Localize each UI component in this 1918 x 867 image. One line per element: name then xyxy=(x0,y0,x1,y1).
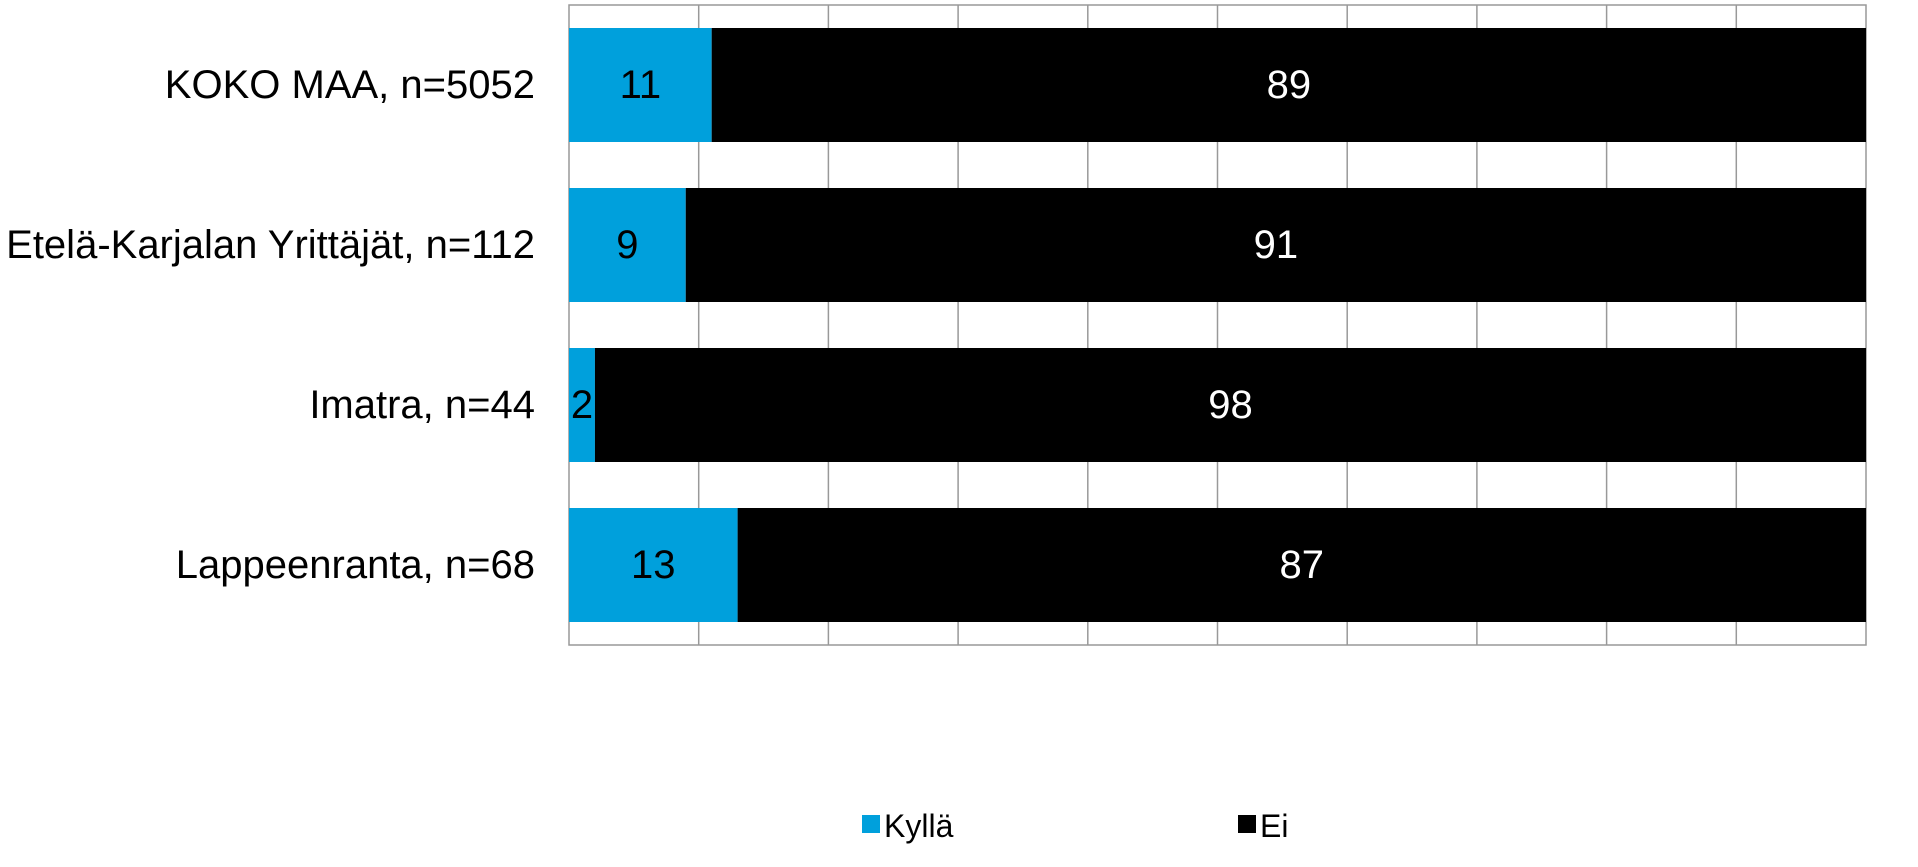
chart-legend: Kyllä Ei xyxy=(862,808,1288,844)
bar-segment-kylla xyxy=(569,188,686,302)
category-label: Etelä-Karjalan Yrittäjät, n=112 xyxy=(6,223,535,267)
data-labels: 11 89 9 91 2 98 13 87 xyxy=(571,63,1324,587)
data-label: 13 xyxy=(631,543,676,587)
bar-segment-ei xyxy=(737,508,1866,622)
data-label: 89 xyxy=(1267,63,1312,107)
data-label: 91 xyxy=(1254,223,1299,267)
data-label: 9 xyxy=(616,223,638,267)
bar-segment-kylla xyxy=(569,508,738,622)
data-label: 2 xyxy=(571,383,593,427)
data-label: 98 xyxy=(1208,383,1253,427)
bar-segment-ei xyxy=(685,188,1866,302)
bar-segment-ei xyxy=(594,348,1867,462)
legend-swatch xyxy=(1238,815,1256,833)
category-label: Lappeenranta, n=68 xyxy=(176,543,535,587)
category-label: Imatra, n=44 xyxy=(309,383,535,427)
bar-segment-kylla xyxy=(569,28,712,142)
legend-label: Kyllä xyxy=(884,808,954,844)
chart-bars xyxy=(569,28,1867,622)
data-label: 87 xyxy=(1280,543,1325,587)
bar-segment-ei xyxy=(711,28,1867,142)
bar-segment-kylla xyxy=(569,348,595,462)
category-label: KOKO MAA, n=5052 xyxy=(165,63,535,107)
category-axis-labels: KOKO MAA, n=5052 Etelä-Karjalan Yrittäjät… xyxy=(6,63,535,587)
data-label: 11 xyxy=(620,63,662,107)
legend-swatch xyxy=(862,815,880,833)
legend-label: Ei xyxy=(1260,808,1288,844)
